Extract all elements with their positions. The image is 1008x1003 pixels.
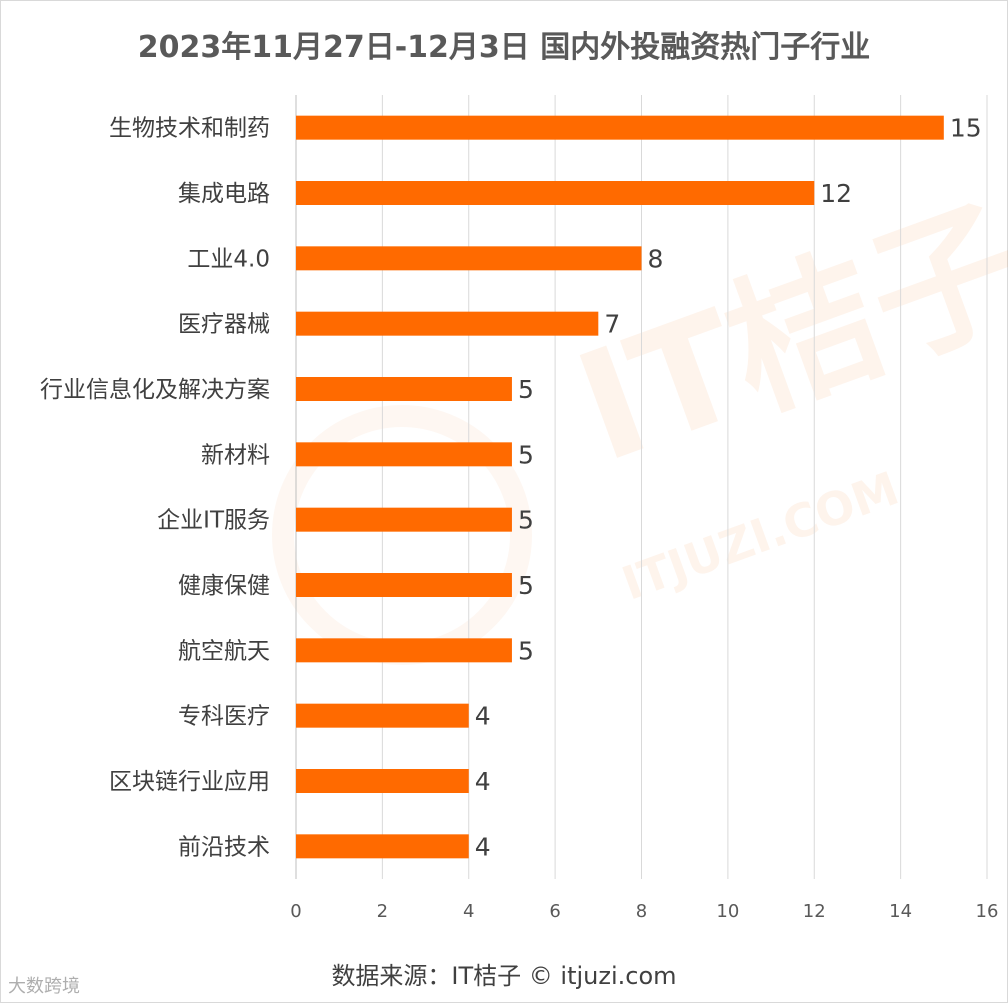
data-label: 4 bbox=[475, 767, 491, 796]
bar-10 bbox=[296, 769, 469, 793]
bar-1 bbox=[296, 181, 815, 205]
bar-11 bbox=[296, 834, 469, 859]
category-label: 集成电路 bbox=[178, 181, 270, 207]
data-label: 4 bbox=[475, 702, 491, 731]
x-tick-label: 0 bbox=[290, 901, 301, 922]
category-label: 区块链行业应用 bbox=[109, 769, 270, 795]
data-label: 12 bbox=[820, 179, 852, 208]
data-label: 5 bbox=[518, 636, 534, 665]
category-label: 生物技术和制药 bbox=[109, 116, 270, 142]
bar-5 bbox=[296, 442, 512, 467]
x-tick-label: 12 bbox=[803, 901, 826, 922]
data-label: 4 bbox=[475, 832, 491, 861]
data-label: 5 bbox=[518, 375, 534, 404]
bar-7 bbox=[296, 573, 512, 597]
data-source: 数据来源：IT桔子 © itjuzi.com bbox=[331, 962, 677, 990]
x-tick-label: 14 bbox=[889, 901, 912, 922]
bar-2 bbox=[296, 246, 642, 271]
category-label: 医疗器械 bbox=[178, 312, 270, 338]
bar-8 bbox=[296, 638, 512, 663]
category-label: 航空航天 bbox=[178, 638, 270, 664]
bar-0 bbox=[296, 115, 944, 140]
bar-9 bbox=[296, 703, 469, 728]
x-tick-label: 6 bbox=[549, 901, 560, 922]
category-label: 工业4.0 bbox=[187, 246, 270, 272]
bar-3 bbox=[296, 311, 599, 336]
data-label: 8 bbox=[648, 244, 664, 273]
x-tick-label: 4 bbox=[463, 901, 474, 922]
category-label: 新材料 bbox=[201, 442, 270, 468]
x-tick-label: 2 bbox=[377, 901, 388, 922]
corner-watermark: 大数跨境 bbox=[8, 976, 80, 997]
category-label: 健康保健 bbox=[178, 573, 270, 599]
data-label: 15 bbox=[950, 114, 982, 143]
chart-title: 2023年11月27日-12月3日 国内外投融资热门子行业 bbox=[137, 30, 871, 65]
category-label: 前沿技术 bbox=[178, 834, 270, 860]
bar-6 bbox=[296, 507, 512, 532]
x-tick-label: 16 bbox=[976, 901, 999, 922]
data-label: 5 bbox=[518, 571, 534, 600]
category-label: 行业信息化及解决方案 bbox=[40, 377, 270, 403]
category-label: 企业IT服务 bbox=[157, 508, 270, 534]
data-label: 7 bbox=[604, 310, 620, 339]
bar-4 bbox=[296, 377, 512, 401]
data-label: 5 bbox=[518, 506, 534, 535]
data-label: 5 bbox=[518, 440, 534, 469]
x-tick-label: 8 bbox=[636, 901, 647, 922]
x-tick-label: 10 bbox=[716, 901, 739, 922]
category-label: 专科医疗 bbox=[178, 704, 270, 730]
